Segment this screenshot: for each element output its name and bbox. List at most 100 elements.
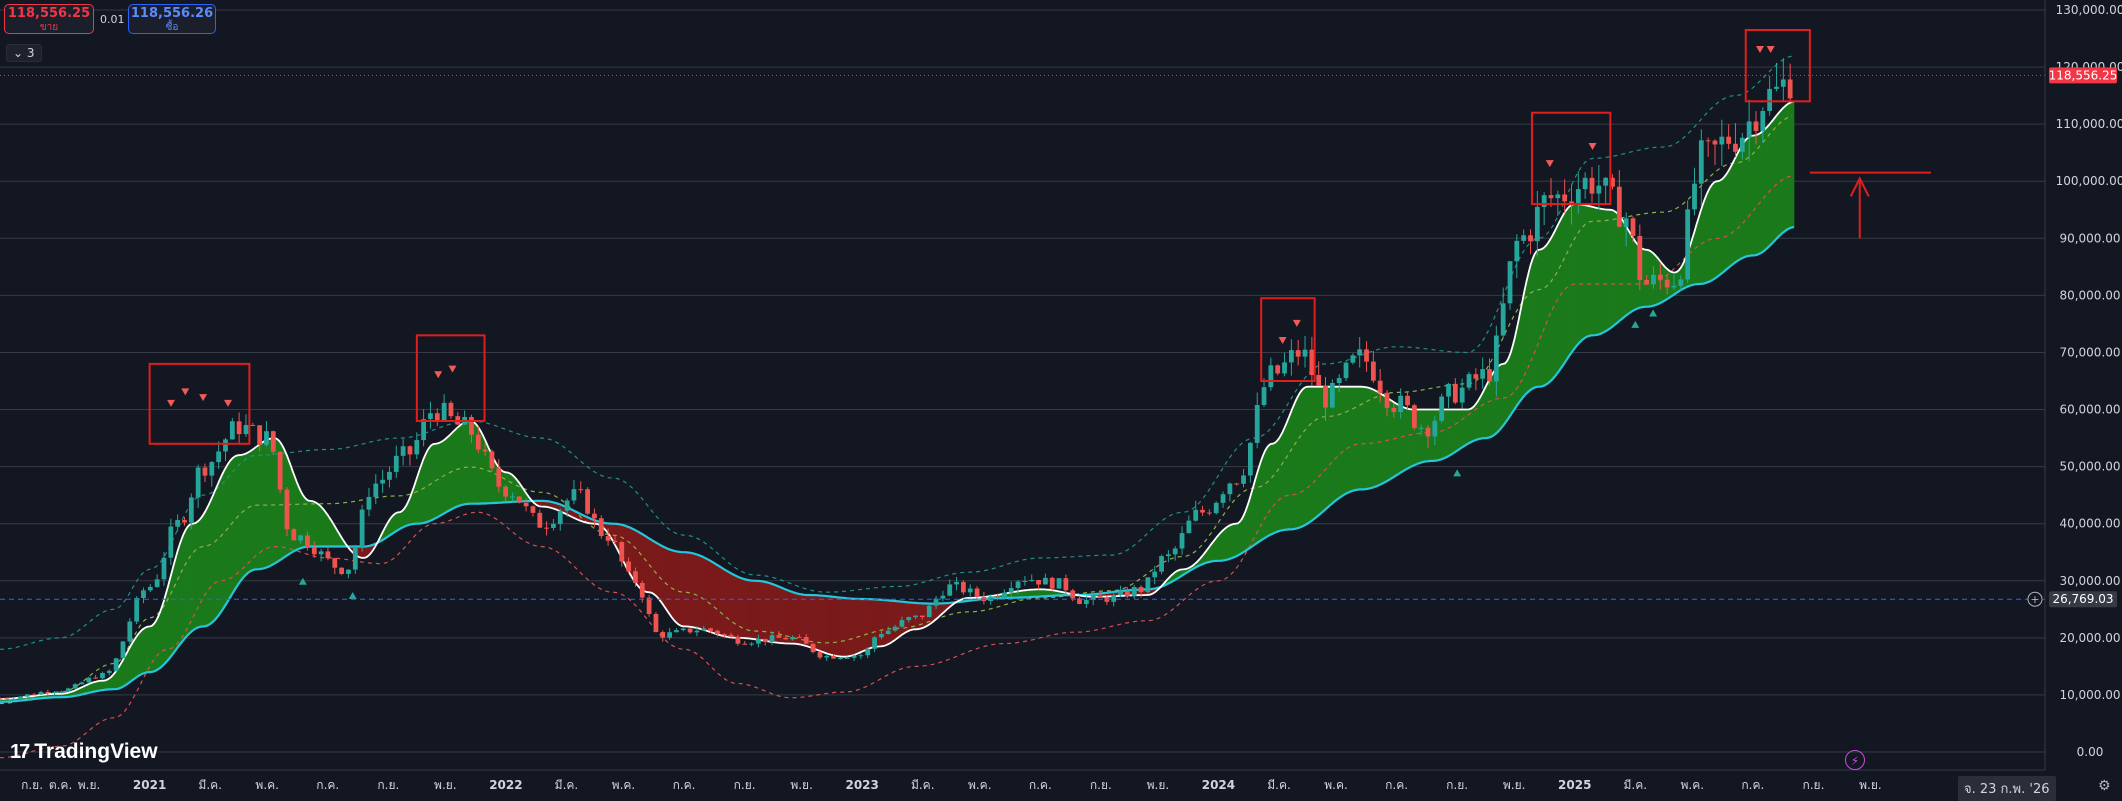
candle-body: [332, 558, 338, 568]
buy-price: 118,556.26: [130, 6, 214, 21]
candle-body: [646, 597, 652, 614]
candle-body: [113, 658, 119, 671]
candle-body: [605, 536, 611, 541]
buy-button[interactable]: 118,556.26 ซื้อ: [128, 4, 216, 34]
candle-body: [523, 502, 529, 507]
candle-body: [291, 529, 297, 541]
time-tick-label: มี.ค.: [1623, 778, 1647, 792]
candle-body: [147, 586, 153, 591]
candle-body: [175, 520, 181, 527]
candle-body: [24, 694, 30, 697]
candle-body: [1664, 279, 1670, 288]
time-tick-label: ก.ค.: [1385, 778, 1408, 792]
crosshair-date-label: จ. 23 ก.พ. '26: [1958, 776, 2056, 801]
candle-body: [1268, 365, 1274, 388]
price-axis[interactable]: 0.00 10,000.00 20,000.00 30,000.00 40,000.00…: [2027, 0, 2122, 770]
time-tick-label: ก.ค.: [316, 778, 339, 792]
candle-body: [1739, 137, 1745, 152]
candle-body: [434, 413, 440, 421]
candle-body: [1651, 274, 1656, 285]
candle-body: [1227, 483, 1233, 495]
candle-body: [701, 628, 707, 631]
candle-body: [851, 655, 857, 658]
legend-toggle-button[interactable]: ⌄ 3: [6, 44, 42, 62]
candle-body: [1070, 590, 1076, 599]
price-tick-label: 10,000.00: [2059, 688, 2120, 702]
candle-body: [414, 440, 420, 455]
candle-body: [1780, 79, 1786, 87]
candle-body: [1186, 520, 1192, 534]
candle-body: [1698, 140, 1704, 184]
candle-body: [1610, 177, 1615, 187]
gear-icon[interactable]: ⚙: [2098, 778, 2111, 794]
candle-body: [1671, 285, 1677, 288]
candle-body: [1083, 600, 1089, 605]
candle-body: [1575, 189, 1581, 205]
time-tick-label: พ.ค.: [968, 778, 992, 792]
candle-body: [1042, 577, 1048, 585]
candle-body: [1705, 140, 1711, 142]
sell-signal-marker: [448, 365, 457, 373]
candle-body: [1562, 194, 1568, 202]
sell-signal-marker: [1292, 319, 1301, 327]
candle-body: [967, 588, 973, 593]
sell-signal-marker: [1278, 337, 1287, 345]
candle-body: [735, 636, 741, 644]
candle-body: [1555, 194, 1561, 199]
candle-body: [510, 496, 515, 498]
candle-body: [359, 509, 365, 548]
candle-body: [1220, 494, 1226, 503]
candle-body: [305, 535, 310, 548]
sell-price: 118,556.25: [7, 6, 91, 21]
candle-body: [1480, 369, 1486, 379]
candle-body: [72, 684, 78, 689]
candle-body: [1528, 235, 1533, 242]
candle-body: [1254, 405, 1260, 443]
time-tick-label: 2021: [133, 778, 166, 792]
candle-body: [1692, 183, 1697, 210]
candle-body: [182, 520, 187, 523]
drawing-annotations[interactable]: [0, 28, 2045, 600]
sell-signal-marker: [199, 394, 208, 402]
candle-body: [209, 462, 215, 476]
candle-body: [1336, 378, 1342, 384]
candle-body: [1261, 387, 1267, 406]
candle-body: [1487, 369, 1492, 382]
candle-body: [838, 657, 843, 659]
candle-body: [195, 467, 201, 498]
candle-body: [633, 571, 638, 583]
price-tick-label: 110,000.00: [2056, 117, 2122, 131]
candle-body: [93, 677, 99, 679]
crosshair-price-tag: [2049, 591, 2117, 608]
candle-body: [1241, 475, 1246, 484]
bolt-icon[interactable]: ⚡: [1845, 750, 1865, 770]
candle-body: [571, 489, 577, 501]
time-tick-label: พ.ค.: [612, 778, 636, 792]
candle-body: [1719, 136, 1725, 145]
sell-signal-marker: [181, 388, 190, 396]
candle-body: [1411, 405, 1417, 428]
candle-body: [1179, 533, 1185, 549]
candle-body: [1077, 598, 1082, 605]
time-tick-label: ก.ย.: [21, 778, 43, 792]
time-axis[interactable]: ต.ค. ก.ย. พ.ย. 2021 มี.ค. พ.ค. ก.ค. ก.ย. พ.ย. 202…: [0, 769, 2045, 792]
time-tick-label: พ.ย.: [1503, 778, 1526, 792]
candle-body: [1370, 361, 1376, 381]
candle-body: [954, 582, 959, 585]
candle-body: [516, 496, 522, 503]
candle-body: [325, 551, 331, 559]
slow-ma-line: [0, 225, 1795, 703]
candle-body: [352, 547, 358, 570]
candle-body: [1029, 579, 1035, 581]
candle-body: [1500, 303, 1506, 336]
candle-body: [919, 615, 925, 618]
sell-button[interactable]: 118,556.25 ขาย: [4, 4, 94, 34]
candle-body: [1172, 548, 1178, 555]
candle-body: [961, 582, 966, 593]
candle-body: [407, 446, 413, 455]
annotation-arrow-head: [1849, 176, 1870, 197]
sell-signal-marker: [1588, 142, 1597, 150]
candle-body: [1288, 350, 1294, 363]
candle-body: [421, 419, 426, 441]
